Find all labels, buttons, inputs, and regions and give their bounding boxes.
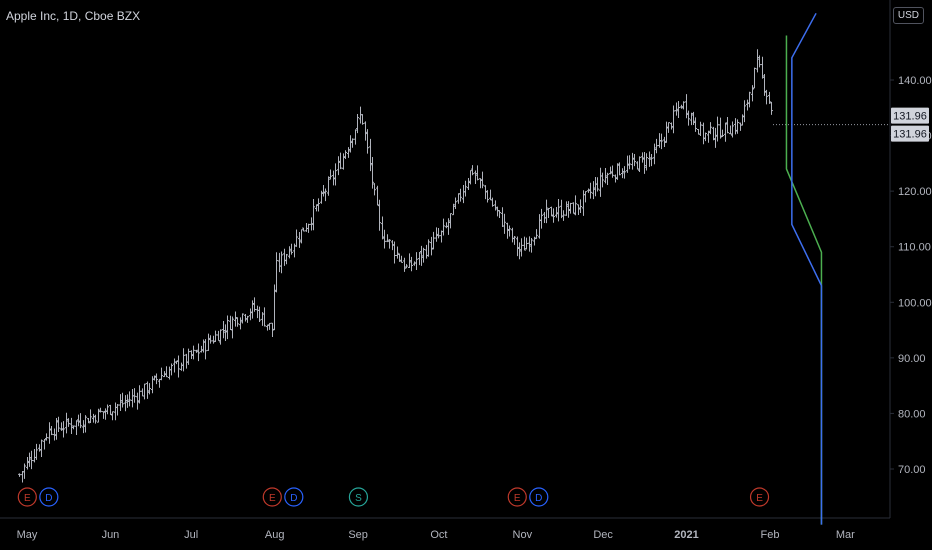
dividend-event-label: D [45, 493, 52, 504]
price-tick-label: 110.00 [898, 242, 931, 254]
price-tick-label: 70.00 [898, 464, 926, 476]
earnings-event-label: E [24, 493, 31, 504]
earnings-event-marker[interactable] [749, 487, 770, 507]
dividend-event-label: D [290, 493, 297, 504]
time-tick-label: Aug [265, 529, 285, 541]
time-tick-label: 2021 [674, 529, 698, 541]
time-tick-label: Feb [761, 529, 780, 541]
time-tick-label: Oct [430, 529, 447, 541]
time-tick-label: Jun [102, 529, 120, 541]
price-tick-label: 140.00 [898, 75, 932, 87]
time-tick-label: Nov [513, 529, 533, 541]
earnings-event-marker[interactable] [262, 487, 282, 507]
price-tick-label: 120.00 [898, 186, 932, 198]
earnings-event-label: E [514, 493, 521, 504]
split-event-marker[interactable] [348, 487, 369, 507]
current-price-label-box [891, 107, 929, 124]
price-tick-label: 100.00 [898, 297, 932, 309]
time-tick-label: Sep [348, 529, 368, 541]
dividend-event-label: D [535, 493, 542, 504]
earnings-event-marker[interactable] [507, 487, 527, 507]
time-tick-label: Dec [593, 529, 613, 541]
time-tick-label: May [17, 529, 38, 541]
currency-button[interactable]: USD [892, 7, 924, 24]
price-tick-label: 80.00 [898, 408, 926, 420]
dividend-event-marker[interactable] [284, 487, 304, 507]
current-price-label: 131.96 [893, 111, 927, 123]
time-tick-label: Mar [836, 529, 855, 541]
dividend-event-marker[interactable] [39, 487, 59, 507]
blue-line[interactable] [791, 12, 823, 525]
dividend-event-marker[interactable] [529, 487, 549, 507]
chart-title: Apple Inc, 1D, Cboe BZX [6, 9, 141, 23]
time-tick-label: Jul [184, 529, 198, 541]
earnings-event-label: E [756, 493, 763, 504]
price-tick-label: 90.00 [898, 353, 926, 365]
current-price-label: 131.96 [893, 129, 927, 141]
earnings-event-label: E [269, 493, 276, 504]
current-price-label-box [891, 125, 929, 142]
split-event-label: S [355, 493, 362, 504]
earnings-event-marker[interactable] [17, 487, 37, 507]
